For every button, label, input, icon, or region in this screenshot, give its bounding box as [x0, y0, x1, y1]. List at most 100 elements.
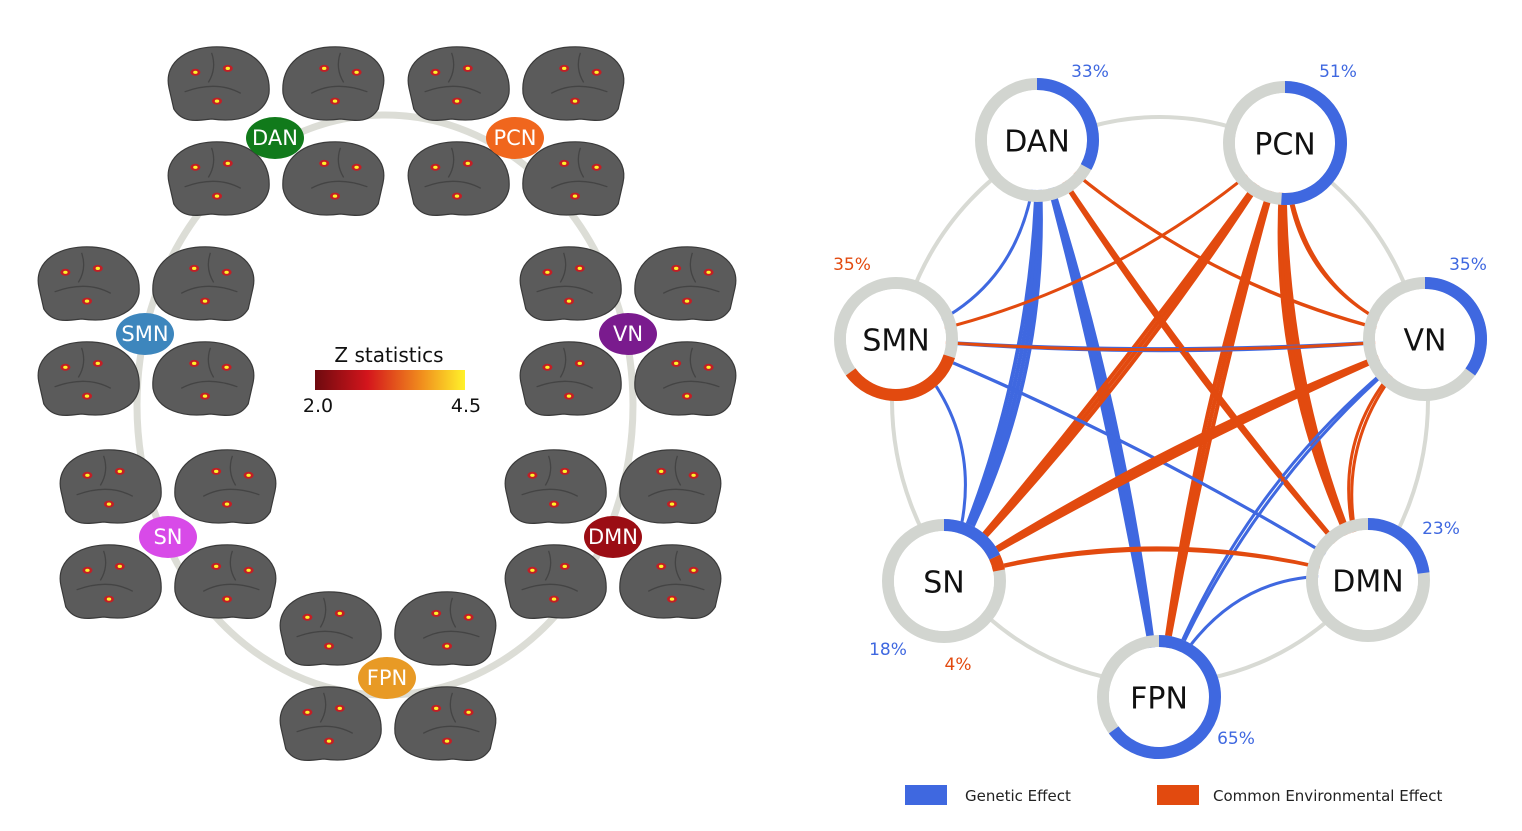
node-fpn-genetic-arc — [1108, 635, 1221, 759]
node-dmn-center — [1318, 530, 1418, 630]
node-smn-label: SMN — [862, 324, 929, 359]
node-fpn: FPN 65% — [1097, 635, 1255, 759]
dmn-brain-medial-right — [619, 544, 722, 620]
node-smn-center — [846, 289, 946, 389]
vn-label-text: VN — [613, 322, 643, 346]
legend-label-environmental: Common Environmental Effect — [1213, 787, 1443, 805]
sn-brain-medial-left — [59, 544, 162, 620]
smn-network-label: SMN — [116, 313, 174, 355]
vn-brain-lateral-right — [634, 246, 737, 322]
node-sn-environmental-pct: 4% — [945, 655, 972, 675]
edge-strand — [894, 141, 1287, 341]
sn-network-label: SN — [139, 516, 197, 558]
sn-brain-lateral-right — [174, 449, 277, 525]
node-sn-genetic-arc — [943, 519, 1001, 560]
legend-swatch-environmental — [1157, 785, 1199, 805]
node-vn-label: VN — [1404, 324, 1447, 359]
sn-label-text: SN — [153, 525, 182, 549]
legend: Genetic Effect Common Environmental Effe… — [905, 785, 1443, 805]
connectivity-panel: DAN 33% PCN 51% SMN 35% VN 35% SN 18% 4% DMN 23% FPN 6… — [833, 62, 1487, 805]
network-nodes: DAN 33% PCN 51% SMN 35% VN 35% SN 18% 4% DMN 23% FPN 6… — [833, 62, 1487, 759]
fpn-brain-lateral-right — [394, 591, 497, 667]
dan-network-label: DAN — [246, 117, 304, 159]
node-dan: DAN 33% — [975, 62, 1109, 202]
legend-swatch-genetic — [905, 785, 947, 805]
smn-label-text: SMN — [121, 322, 168, 346]
smn-brain-lateral-left — [37, 246, 140, 322]
dan-label-text: DAN — [252, 126, 298, 150]
node-sn-genetic-pct: 18% — [869, 640, 907, 660]
edge-dan-fpn-genetic — [1035, 138, 1161, 699]
edge-strand — [942, 138, 1042, 583]
dmn-network-label: DMN — [584, 516, 642, 558]
node-smn-environmental-pct: 35% — [833, 255, 871, 275]
node-smn-environmental-arc — [845, 354, 955, 401]
edge-vn-sn-environmental — [942, 337, 1427, 583]
dmn-brain-lateral-left — [504, 449, 607, 525]
sn-label-badge — [139, 516, 197, 558]
edge-strand — [942, 337, 1427, 583]
edge-strand — [894, 337, 1427, 352]
edge-strand — [894, 337, 1370, 582]
node-dmn-genetic-pct: 23% — [1422, 519, 1460, 539]
node-dan-genetic-pct: 33% — [1071, 62, 1109, 82]
pcn-label-text: PCN — [493, 126, 536, 150]
node-vn-genetic-pct: 35% — [1449, 255, 1487, 275]
fpn-brain-lateral-left — [279, 591, 382, 667]
edge-strand — [942, 141, 1287, 583]
vn-label-badge — [599, 313, 657, 355]
vn-brain-medial-right — [634, 341, 737, 417]
node-fpn-center — [1109, 647, 1209, 747]
node-fpn-label: FPN — [1130, 682, 1188, 717]
vn-brain-lateral-left — [519, 246, 622, 322]
pcn-network-label: PCN — [486, 117, 544, 159]
pcn-brain-medial-left — [407, 141, 510, 217]
edge-dan-dmn-environmental — [1035, 138, 1370, 582]
dmn-label-text: DMN — [588, 525, 638, 549]
node-pcn-genetic-arc — [1281, 81, 1347, 205]
edge-strand — [1035, 138, 1370, 582]
node-pcn-center — [1235, 93, 1335, 193]
colorbar: Z statistics 2.0 4.5 — [303, 343, 481, 417]
colorbar-gradient — [315, 370, 465, 390]
dmn-brain-lateral-right — [619, 449, 722, 525]
pcn-brain-lateral-left — [407, 46, 510, 122]
edge-strand — [1035, 138, 1370, 582]
edge-strand — [942, 141, 1287, 583]
edge-strand — [1035, 138, 1370, 582]
node-pcn: PCN 51% — [1223, 62, 1357, 205]
sn-brain-lateral-left — [59, 449, 162, 525]
node-smn: SMN 35% — [833, 255, 958, 401]
dan-label-badge — [246, 117, 304, 159]
fpn-network-label: FPN — [358, 657, 416, 699]
node-dan-center — [987, 90, 1087, 190]
node-sn: SN 18% 4% — [869, 519, 1006, 675]
node-pcn-label: PCN — [1254, 128, 1315, 163]
edge-dmn-dan-environmental — [1035, 138, 1370, 582]
fpn-label-text: FPN — [367, 666, 407, 690]
edge-strand — [1035, 138, 1161, 699]
smn-brain-medial-left — [37, 341, 140, 417]
smn-brain-lateral-right — [152, 246, 255, 322]
pcn-brain-lateral-right — [522, 46, 625, 122]
vn-network-label: VN — [599, 313, 657, 355]
pcn-brain-medial-right — [522, 141, 625, 217]
node-sn-label: SN — [923, 566, 964, 601]
dan-brain-medial-left — [167, 141, 270, 217]
brain-maps-panel: DAN PCN SMN VN SN DMN FPN Z statistics 2.0 4.5 — [37, 46, 737, 762]
node-pcn-genetic-pct: 51% — [1319, 62, 1357, 82]
connection-edges — [894, 138, 1427, 699]
node-dmn-genetic-arc — [1367, 518, 1430, 574]
dan-brain-medial-right — [282, 141, 385, 217]
sn-brain-medial-right — [174, 544, 277, 620]
node-dmn-label: DMN — [1332, 565, 1403, 600]
vn-brain-medial-left — [519, 341, 622, 417]
edge-strand — [942, 138, 1043, 583]
edge-dmn-sn-environmental — [942, 546, 1370, 583]
legend-label-genetic: Genetic Effect — [965, 787, 1071, 805]
network-labels: DAN PCN SMN VN SN DMN FPN — [116, 117, 657, 699]
node-vn-genetic-arc — [1424, 277, 1487, 376]
fpn-label-badge — [358, 657, 416, 699]
edge-pcn-fpn-environmental — [1157, 141, 1287, 699]
